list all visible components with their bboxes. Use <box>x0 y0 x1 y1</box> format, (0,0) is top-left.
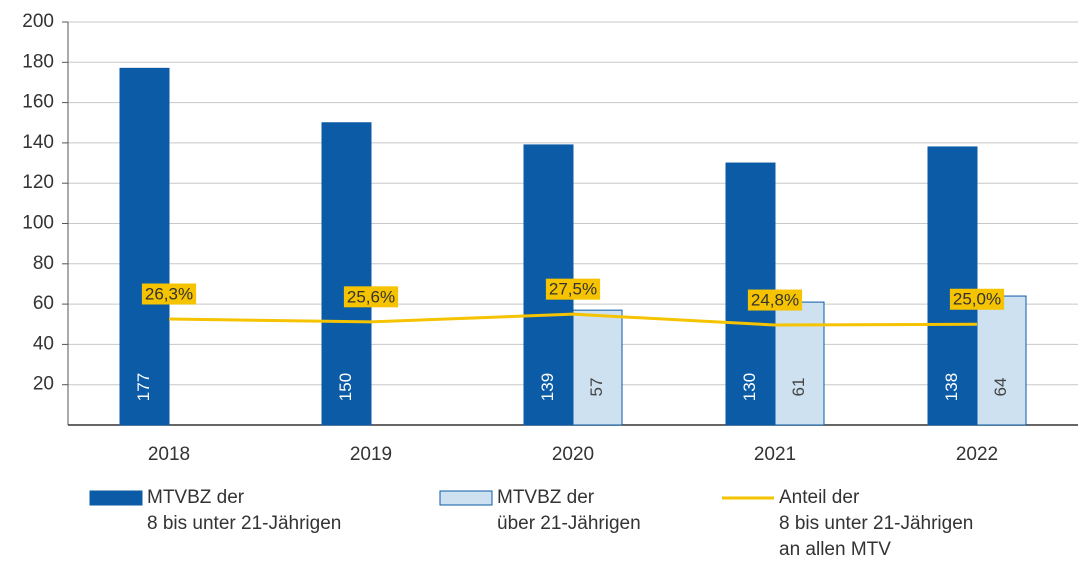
data-label: 26,3% <box>141 283 197 305</box>
bar-value-label: 177 <box>134 373 153 401</box>
bar <box>774 301 825 426</box>
bar-value-label: 150 <box>336 373 355 401</box>
legend-swatch <box>439 490 493 506</box>
x-tick-label: 2019 <box>350 444 392 465</box>
y-tick-label: 200 <box>22 11 54 32</box>
bar <box>321 122 372 426</box>
x-tick-label: 2018 <box>148 444 190 465</box>
legend-label: MTVBZ der über 21-Jährigen <box>497 487 641 534</box>
bar <box>976 295 1027 426</box>
bar <box>927 146 978 426</box>
x-tick-label: 2020 <box>552 444 594 465</box>
y-tick-label: 20 <box>33 374 54 395</box>
label-box <box>141 283 197 305</box>
x-tick-label: 2021 <box>754 444 796 465</box>
line-value-label: 27,5% <box>549 280 597 299</box>
label-box <box>343 286 399 308</box>
y-tick-label: 120 <box>22 172 54 193</box>
bar-value-label: 64 <box>991 378 1010 397</box>
data-label: 24,8% <box>747 289 803 311</box>
bar-value-label: 130 <box>740 373 759 401</box>
x-tick-label: 2022 <box>956 444 998 465</box>
label-box <box>949 288 1005 310</box>
data-label: 27,5% <box>545 278 601 300</box>
line <box>168 312 978 327</box>
data-label: 25,0% <box>949 288 1005 310</box>
y-tick-label: 160 <box>22 92 54 113</box>
data-label: 25,6% <box>343 286 399 308</box>
bar-value-label: 138 <box>942 373 961 401</box>
y-tick-label: 100 <box>22 213 54 234</box>
label-box <box>545 278 601 300</box>
legend-label: Anteil der 8 bis unter 21-Jährigen an alle… <box>779 487 973 560</box>
bar-value-label: 139 <box>538 373 557 401</box>
y-tick-label: 80 <box>33 253 54 274</box>
y-tick-label: 180 <box>22 51 54 72</box>
legend-swatch <box>89 490 143 506</box>
bar <box>119 67 170 426</box>
bar-value-label: 61 <box>789 378 808 397</box>
bar <box>572 309 623 426</box>
line-value-label: 25,0% <box>953 290 1001 309</box>
legend-label: MTVBZ der 8 bis unter 21-Jährigen <box>147 487 341 534</box>
line-value-label: 24,8% <box>751 291 799 310</box>
y-tick-label: 140 <box>22 132 54 153</box>
line-value-label: 26,3% <box>145 284 193 303</box>
y-tick-label: 60 <box>33 293 54 314</box>
label-box <box>747 289 803 311</box>
line-value-label: 25,6% <box>347 287 395 306</box>
bar-value-label: 57 <box>587 378 606 397</box>
y-tick-label: 40 <box>33 333 54 354</box>
